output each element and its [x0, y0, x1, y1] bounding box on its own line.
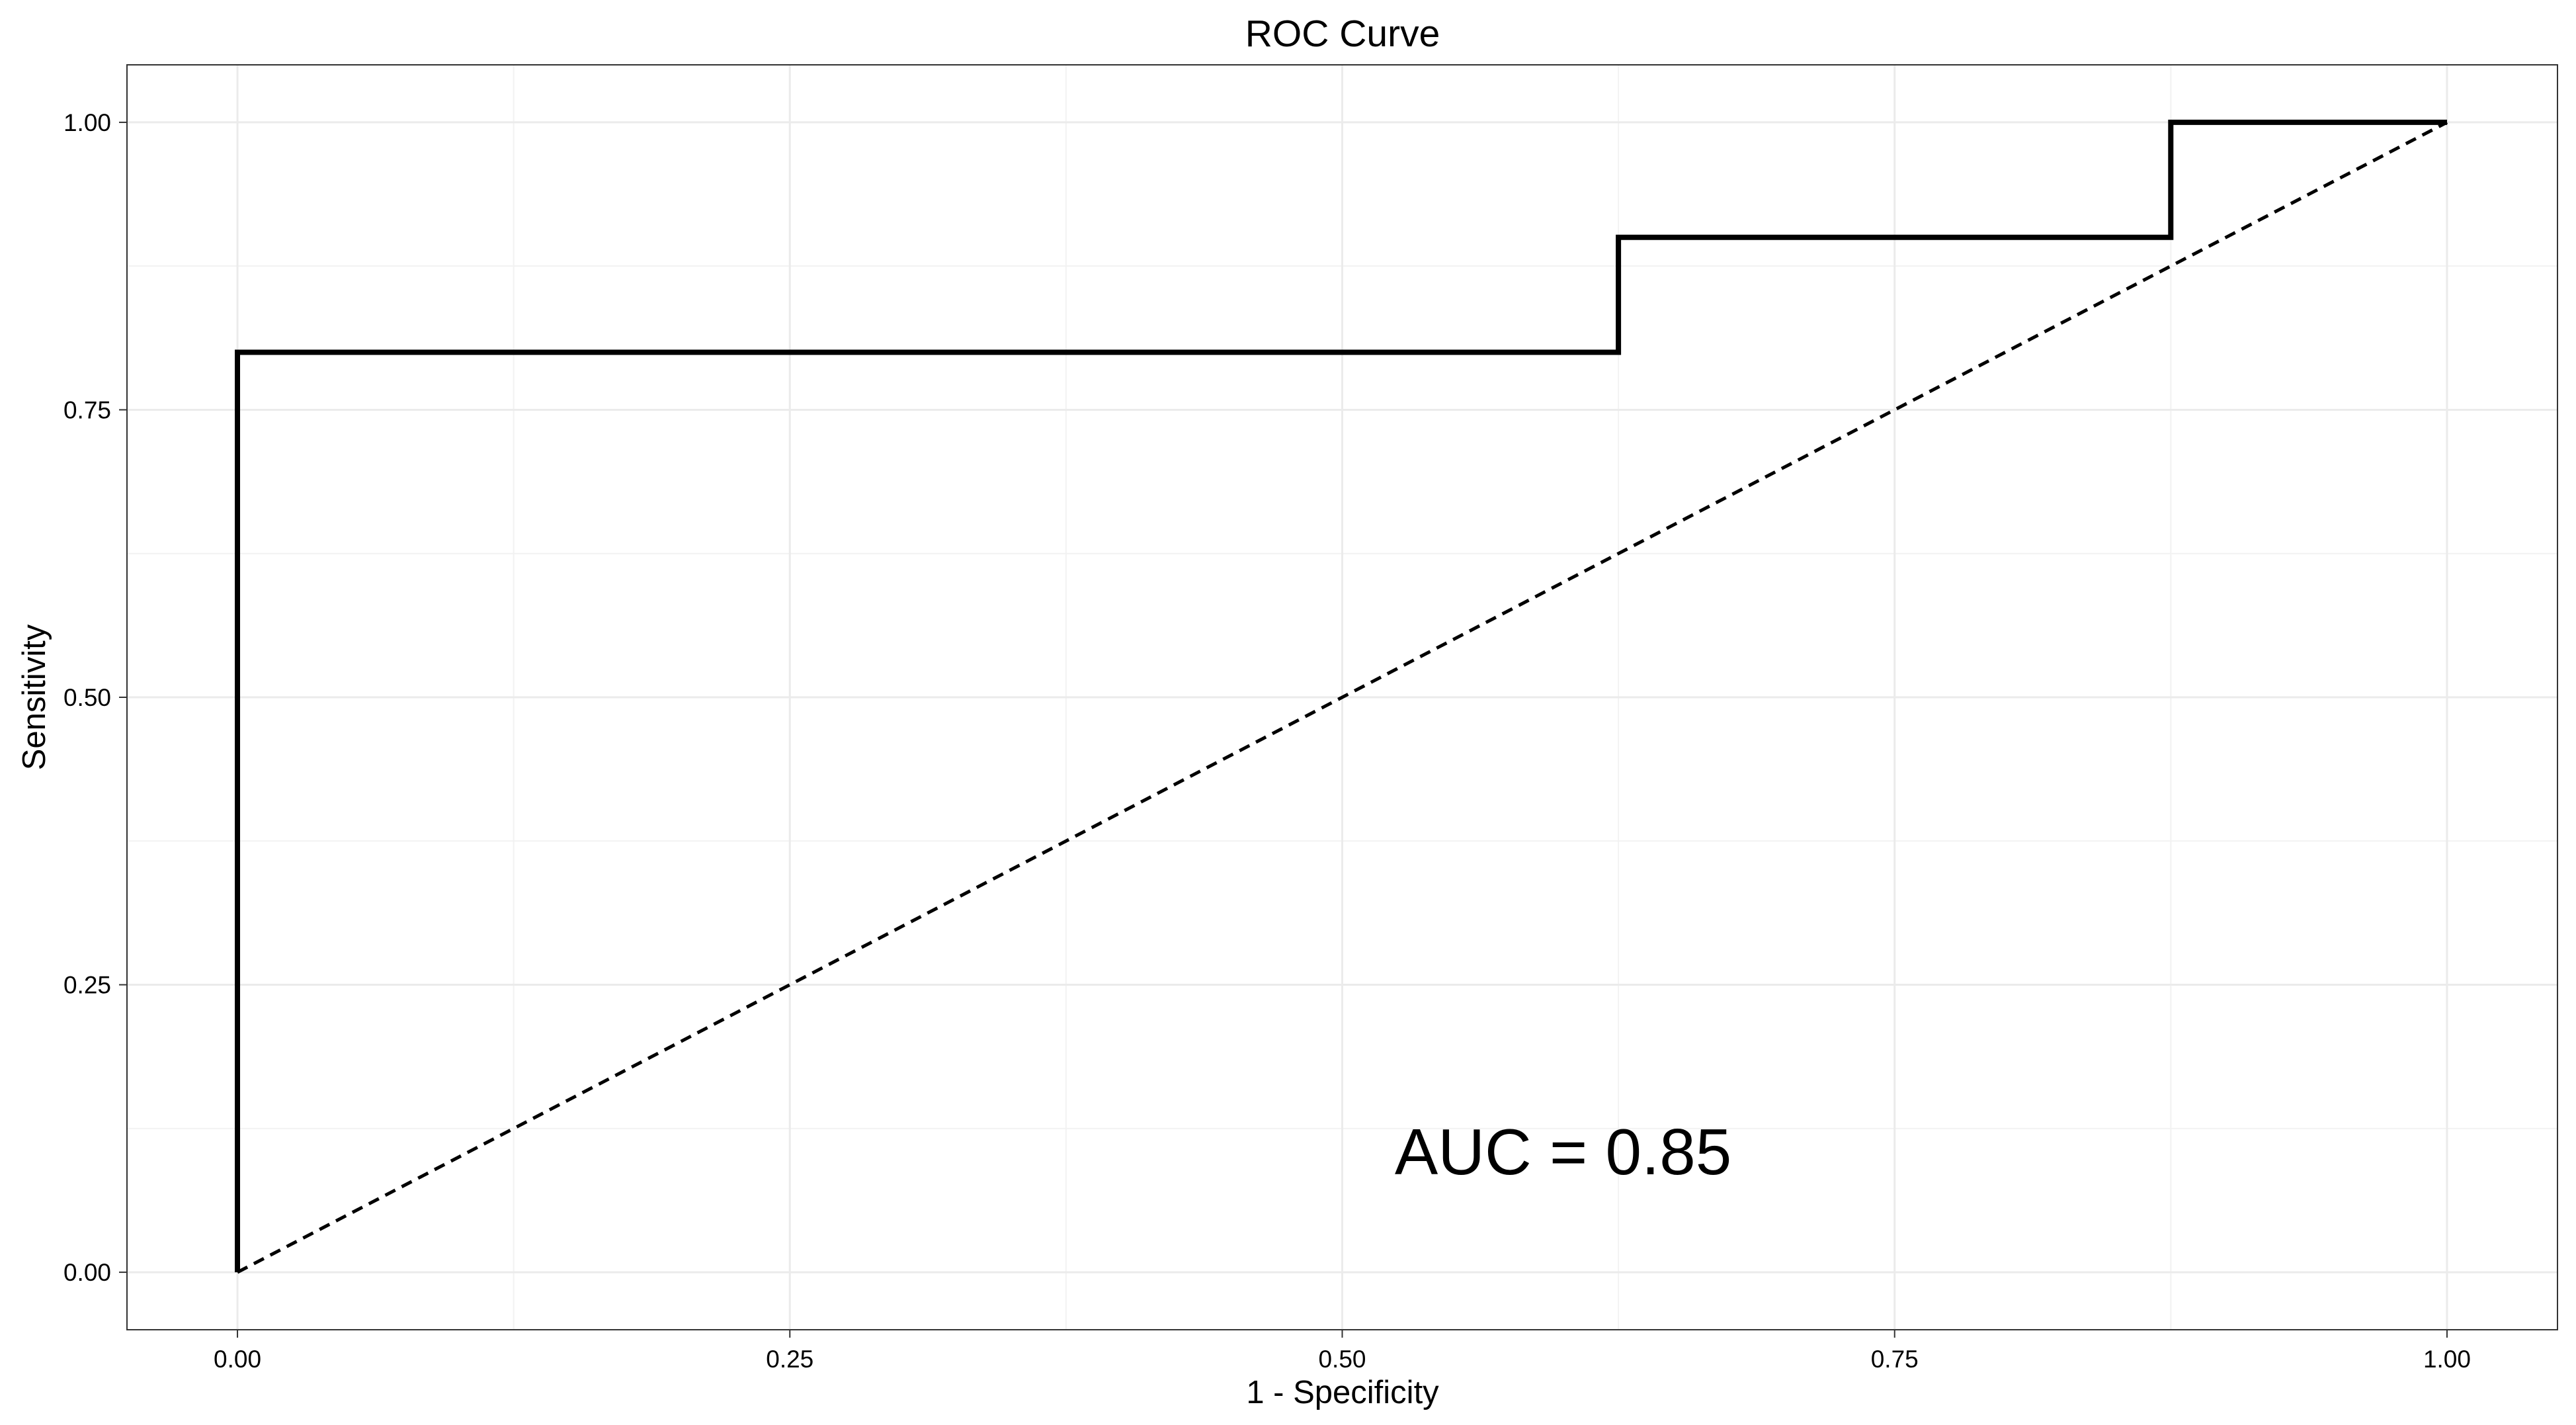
x-axis-title: 1 - Specificity — [1246, 1375, 1439, 1410]
x-tick-label: 0.75 — [1871, 1346, 1919, 1373]
y-tick-label: 0.75 — [63, 396, 111, 423]
axis-ticks — [119, 121, 2448, 1338]
x-tick-label: 0.50 — [1318, 1346, 1366, 1373]
axis-tick-labels: 0.00 0.25 0.50 0.75 1.00 0.00 0.25 0.50 0.75 1.00 — [63, 109, 2471, 1373]
y-tick-label: 0.50 — [63, 684, 111, 711]
x-tick-label: 1.00 — [2423, 1346, 2471, 1373]
y-tick-label: 1.00 — [63, 109, 111, 136]
auc-annotation: AUC = 0.85 — [1395, 1115, 1731, 1188]
diagonal-reference-line — [236, 120, 2448, 1274]
y-tick-label: 0.25 — [63, 972, 111, 999]
y-axis-title: Sensitivity — [17, 624, 52, 770]
grid-lines — [127, 65, 2557, 1330]
series-lines — [235, 119, 2448, 1274]
chart-title: ROC Curve — [1245, 13, 1440, 55]
annotations: AUC = 0.85 — [1395, 1115, 1731, 1188]
x-tick-label: 0.25 — [766, 1346, 813, 1373]
x-tick-label: 0.00 — [214, 1346, 261, 1373]
roc-curve-line — [235, 119, 2447, 1273]
y-tick-label: 0.00 — [63, 1259, 111, 1286]
